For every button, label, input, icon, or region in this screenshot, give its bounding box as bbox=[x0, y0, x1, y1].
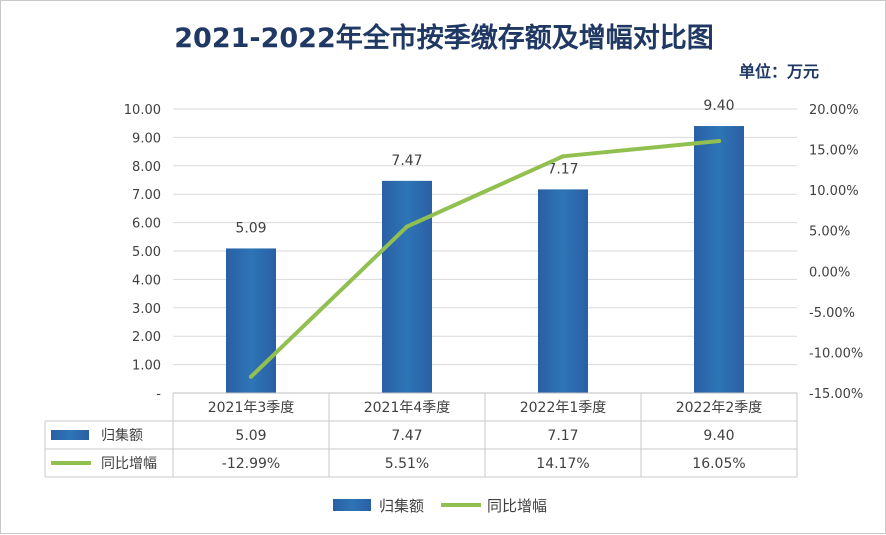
right-axis: -15.00% -10.00% -5.00% 0.00% 5.00% 10.00% 15.0… bbox=[809, 103, 863, 402]
right-tick-label: 0.00% bbox=[809, 265, 850, 280]
legend-label: 同比增幅 bbox=[487, 497, 547, 515]
legend-label: 归集额 bbox=[379, 497, 424, 515]
left-tick-label: 4.00 bbox=[132, 273, 161, 288]
table-row-header: 同比增幅 bbox=[101, 456, 157, 472]
bar bbox=[538, 189, 588, 393]
left-tick-label: 2.00 bbox=[132, 330, 161, 345]
table-cell-bar: 9.40 bbox=[703, 428, 734, 444]
table-row-header: 归集额 bbox=[101, 427, 143, 444]
bar-data-label: 7.17 bbox=[547, 161, 578, 177]
table-cell-bar: 5.09 bbox=[235, 428, 266, 444]
right-tick-label: 15.00% bbox=[809, 144, 859, 159]
growth-point bbox=[717, 139, 721, 144]
table-cell-line: -12.99% bbox=[222, 456, 280, 472]
right-tick-label: 5.00% bbox=[809, 225, 850, 240]
category-label: 2022年1季度 bbox=[520, 400, 607, 416]
bar-data-label: 7.47 bbox=[391, 153, 422, 169]
grid-lines bbox=[173, 108, 797, 366]
bar bbox=[226, 248, 276, 393]
legend: 归集额 同比增幅 bbox=[333, 497, 547, 515]
left-tick-label: 9.00 bbox=[132, 131, 161, 146]
left-tick-label: 1.00 bbox=[132, 359, 161, 374]
left-tick-label: 3.00 bbox=[132, 302, 161, 317]
table-cell-line: 16.05% bbox=[692, 456, 745, 472]
category-label: 2021年4季度 bbox=[364, 400, 451, 416]
bar-data-label: 9.40 bbox=[703, 98, 734, 114]
bar bbox=[694, 126, 744, 393]
category-label: 2021年3季度 bbox=[208, 400, 295, 416]
right-tick-label: 20.00% bbox=[809, 103, 859, 118]
left-tick-label: 5.00 bbox=[132, 245, 161, 260]
left-tick-label: 6.00 bbox=[132, 217, 161, 232]
growth-line bbox=[249, 139, 721, 379]
bars: 5.09 7.47 7.17 9.40 bbox=[226, 98, 744, 393]
growth-point bbox=[561, 154, 565, 159]
growth-point bbox=[405, 224, 409, 229]
category-label: 2022年2季度 bbox=[676, 400, 763, 416]
unit-label: 单位：万元 bbox=[739, 62, 819, 81]
table-cell-line: 14.17% bbox=[536, 456, 589, 472]
table-cell-bar: 7.17 bbox=[547, 428, 578, 444]
data-table: 2021年3季度 5.09 -12.99% 2021年4季度 7.47 5.51% 2022… bbox=[44, 392, 798, 478]
bar bbox=[382, 180, 432, 393]
table-cell-line: 5.51% bbox=[385, 456, 429, 472]
right-tick-label: -10.00% bbox=[809, 346, 863, 361]
left-tick-label: 10.00 bbox=[124, 103, 161, 118]
growth-point bbox=[249, 374, 253, 379]
growth-line-path bbox=[249, 139, 721, 379]
left-tick-label: 7.00 bbox=[132, 188, 161, 203]
left-axis: - 1.00 2.00 3.00 4.00 5.00 6.00 7.00 8.00 9.00 10.… bbox=[124, 103, 162, 402]
bar-data-label: 5.09 bbox=[235, 220, 266, 236]
table-key-bar bbox=[51, 430, 89, 440]
table-cell-bar: 7.47 bbox=[391, 428, 422, 444]
right-tick-label: 10.00% bbox=[809, 184, 859, 199]
chart-title: 2021-2022年全市按季缴存额及增幅对比图 bbox=[174, 22, 714, 54]
legend-key-bar bbox=[333, 499, 371, 511]
right-tick-label: -5.00% bbox=[809, 306, 855, 321]
left-tick-label: 8.00 bbox=[132, 160, 161, 175]
right-tick-label: -15.00% bbox=[809, 387, 863, 402]
left-tick-label: - bbox=[156, 387, 161, 402]
